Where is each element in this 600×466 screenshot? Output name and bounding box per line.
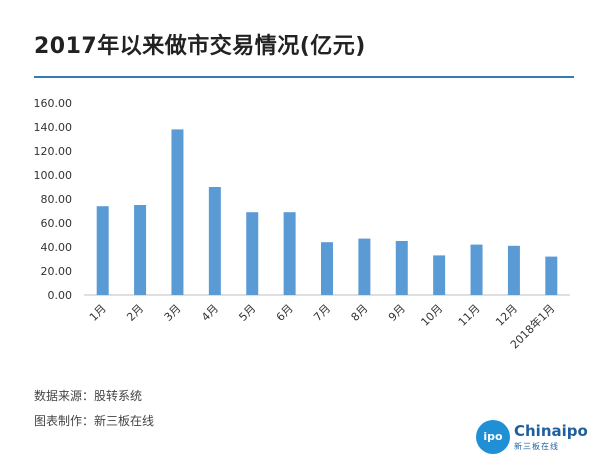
y-tick-label: 100.00 [34, 169, 73, 182]
x-tick-label: 8月 [349, 302, 371, 324]
x-tick-label: 2月 [124, 302, 146, 324]
y-tick-label: 80.00 [41, 193, 73, 206]
y-tick-label: 40.00 [41, 241, 73, 254]
bar-2 [134, 205, 147, 295]
bar-5 [246, 212, 259, 295]
bar-1 [96, 206, 109, 295]
x-tick-label: 1月 [87, 302, 109, 324]
bar-9 [395, 241, 408, 295]
y-tick-label: 160.00 [34, 97, 73, 110]
bar-13 [545, 256, 558, 295]
chinaipo-logo: ipo Chinaipo 新三板在线 [476, 420, 588, 456]
bar-11 [470, 244, 483, 295]
x-tick-label: 4月 [199, 302, 221, 324]
x-tick-label: 6月 [274, 302, 296, 324]
x-tick-label: 9月 [386, 302, 408, 324]
x-tick-label: 11月 [456, 302, 483, 329]
y-tick-label: 140.00 [34, 121, 73, 134]
logo-subtitle: 新三板在线 [514, 442, 559, 451]
bar-8 [358, 238, 371, 295]
chart-maker-note: 图表制作：新三板在线 [34, 414, 155, 428]
bar-3 [171, 129, 184, 295]
logo-badge: ipo [476, 420, 510, 454]
x-tick-label: 7月 [311, 302, 333, 324]
x-tick-label: 3月 [162, 302, 184, 324]
x-tick-label: 10月 [418, 302, 445, 329]
x-tick-label: 12月 [493, 302, 520, 329]
y-tick-label: 120.00 [34, 145, 73, 158]
bar-6 [283, 212, 296, 295]
bar-7 [321, 242, 333, 295]
y-tick-label: 60.00 [41, 217, 73, 230]
bar-4 [208, 187, 221, 295]
data-source-note: 数据来源：股转系统 [34, 389, 143, 403]
x-tick-label: 5月 [236, 302, 258, 324]
page-title: 2017年以来做市交易情况(亿元) [34, 34, 366, 59]
bar-12 [507, 245, 520, 295]
logo-brand: Chinaipo [514, 422, 588, 440]
y-tick-label: 20.00 [41, 265, 73, 278]
title-divider [34, 76, 574, 78]
bar-10 [433, 255, 446, 295]
y-tick-label: 0.00 [48, 289, 73, 302]
